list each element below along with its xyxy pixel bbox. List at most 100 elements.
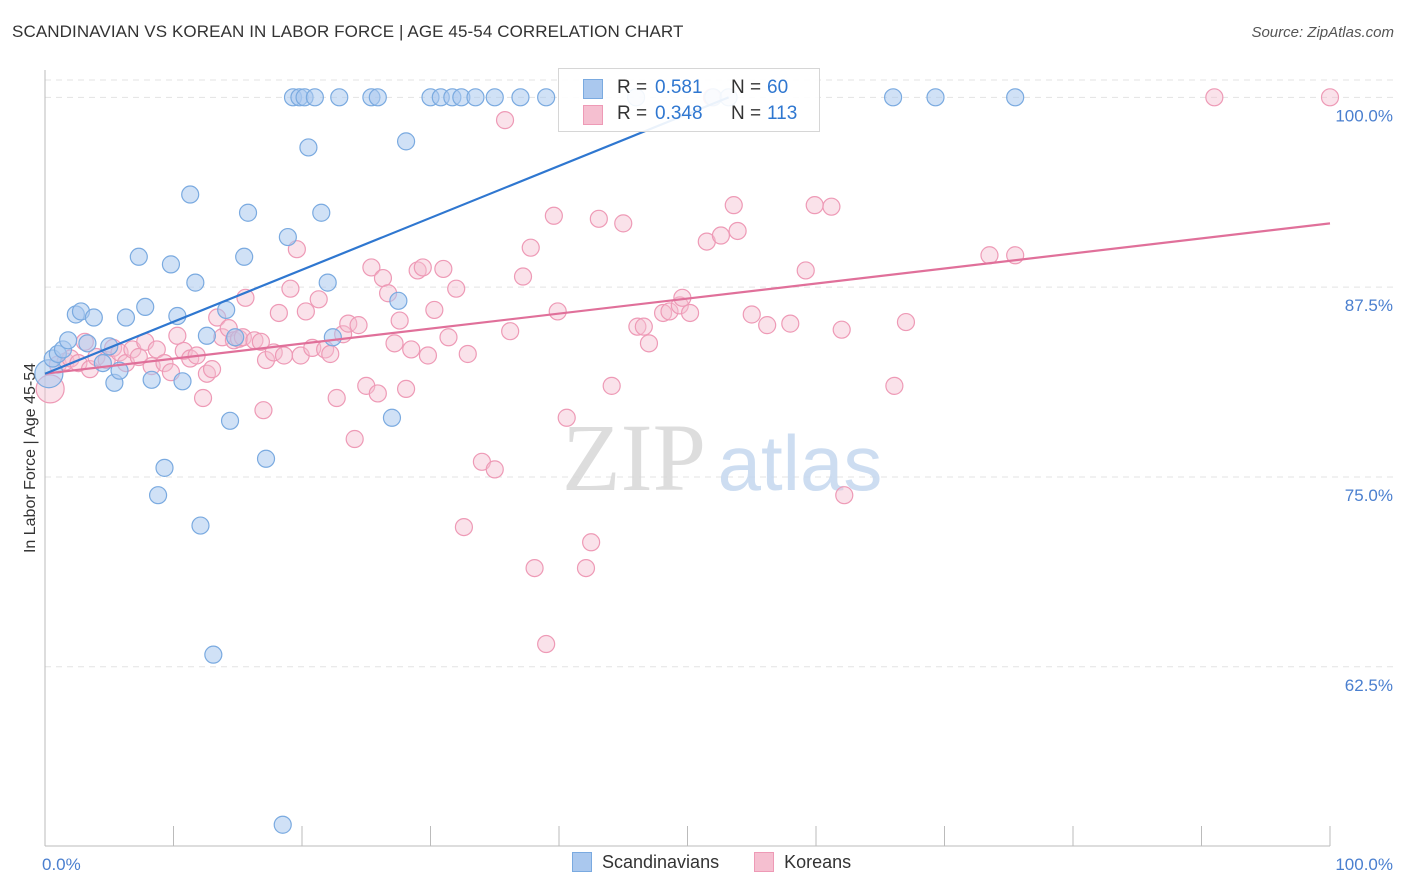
korean-point [576, 558, 596, 578]
korean-point [1320, 88, 1340, 107]
scandinavian-point [181, 185, 200, 204]
scandinavian-point [318, 273, 337, 292]
korean-point [413, 258, 432, 277]
scandinavian-point [537, 88, 556, 107]
r-label: R = [617, 77, 648, 98]
legend-item-koreans: Koreans [754, 852, 851, 873]
korean-point [680, 303, 700, 323]
trend-lines [44, 96, 1331, 375]
r-label: R = [617, 103, 648, 124]
scandinavian-point [323, 328, 342, 347]
y-tick-label: 87.5% [1345, 296, 1393, 315]
korean-point [385, 334, 404, 353]
scandinavian-point [155, 458, 174, 477]
korean-point [980, 246, 999, 265]
chart-title: SCANDINAVIAN VS KOREAN IN LABOR FORCE | … [12, 22, 684, 41]
scandinavian-point [161, 255, 181, 274]
scandinavians-swatch [583, 79, 603, 99]
korean-point [439, 328, 458, 347]
gridlines [45, 79, 1395, 668]
scandinavian-point [382, 408, 402, 427]
korean-point [513, 267, 533, 286]
scandinavian-point [330, 88, 349, 107]
korean-point [447, 279, 466, 298]
korean-point [296, 302, 315, 321]
korean-point [396, 379, 416, 399]
x-tick-label-min: 0.0% [42, 855, 81, 874]
korean-point [147, 340, 166, 359]
scandinavian-point [129, 247, 148, 266]
scandinavian-point [883, 88, 903, 107]
korean-point [418, 346, 438, 365]
korean-point [614, 214, 633, 233]
korean-point [202, 360, 222, 379]
scandinavian-point [485, 88, 504, 107]
korean-point [425, 300, 444, 320]
korean-point [660, 302, 679, 321]
scandinavian-point [396, 132, 416, 151]
korean-point [402, 340, 421, 359]
korean-point [495, 111, 515, 130]
korean-point [458, 344, 477, 364]
korean-point [796, 261, 815, 280]
scandinavian-point [238, 203, 258, 222]
korean-point [485, 460, 504, 479]
scandinavian-point [368, 88, 387, 107]
scandinavian-point [191, 516, 210, 535]
korean-point [256, 350, 276, 370]
scandinavian-point [226, 328, 245, 347]
n-value: 60 [767, 77, 789, 98]
y-tick-label: 62.5% [1345, 676, 1393, 695]
korean-point [885, 376, 904, 395]
series-legend: Scandinavians Koreans [572, 852, 881, 876]
korean-point [544, 206, 563, 225]
korean-point [521, 238, 540, 257]
korean-point [269, 303, 288, 323]
korean-point [548, 302, 567, 321]
korean-point [501, 322, 520, 341]
n-label: N = [731, 103, 762, 124]
scandinavian-point [511, 88, 530, 107]
y-tick-label: 100.0% [1335, 106, 1393, 125]
korean-point [368, 384, 387, 403]
source-credit: Source: ZipAtlas.com [1251, 24, 1394, 41]
scandinavian-point [220, 411, 240, 430]
korean-point [373, 268, 393, 288]
scandinavian-point [148, 486, 168, 505]
korean-point [634, 317, 653, 336]
r-value: 0.581 [655, 77, 703, 98]
axes [44, 70, 1331, 847]
korean-point [168, 326, 187, 345]
scandinavian-point [926, 88, 945, 107]
legend-item-scandinavians: Scandinavians [572, 852, 719, 873]
scandinavian-point [305, 88, 324, 107]
korean-point [254, 401, 273, 420]
x-tick-label-max: 100.0% [1335, 855, 1393, 874]
korean-point [274, 346, 294, 365]
korean-point [589, 209, 608, 228]
scandinavian-point [142, 370, 161, 389]
koreans-points [35, 88, 1340, 654]
korean-point [281, 279, 300, 298]
korean-point [537, 634, 556, 654]
korean-point [628, 317, 647, 336]
korean-point [1205, 88, 1224, 107]
korean-point [349, 316, 368, 335]
scandinavian-point [84, 308, 103, 327]
scandinavian-point [197, 326, 217, 345]
korean-point [758, 316, 777, 335]
scandinavian-point [116, 308, 136, 327]
korean-point [724, 196, 743, 215]
koreans-trend-line [44, 222, 1331, 375]
scandinavian-point [256, 449, 276, 468]
watermark-zip: ZIP [562, 404, 706, 511]
korean-point [602, 376, 621, 395]
korean-point [390, 311, 409, 330]
scandinavians-trend-line [44, 96, 730, 375]
korean-point [742, 305, 761, 324]
legend-label: Koreans [784, 852, 852, 872]
korean-point [639, 334, 659, 353]
scandinavian-point [235, 247, 254, 266]
korean-point [557, 408, 576, 427]
